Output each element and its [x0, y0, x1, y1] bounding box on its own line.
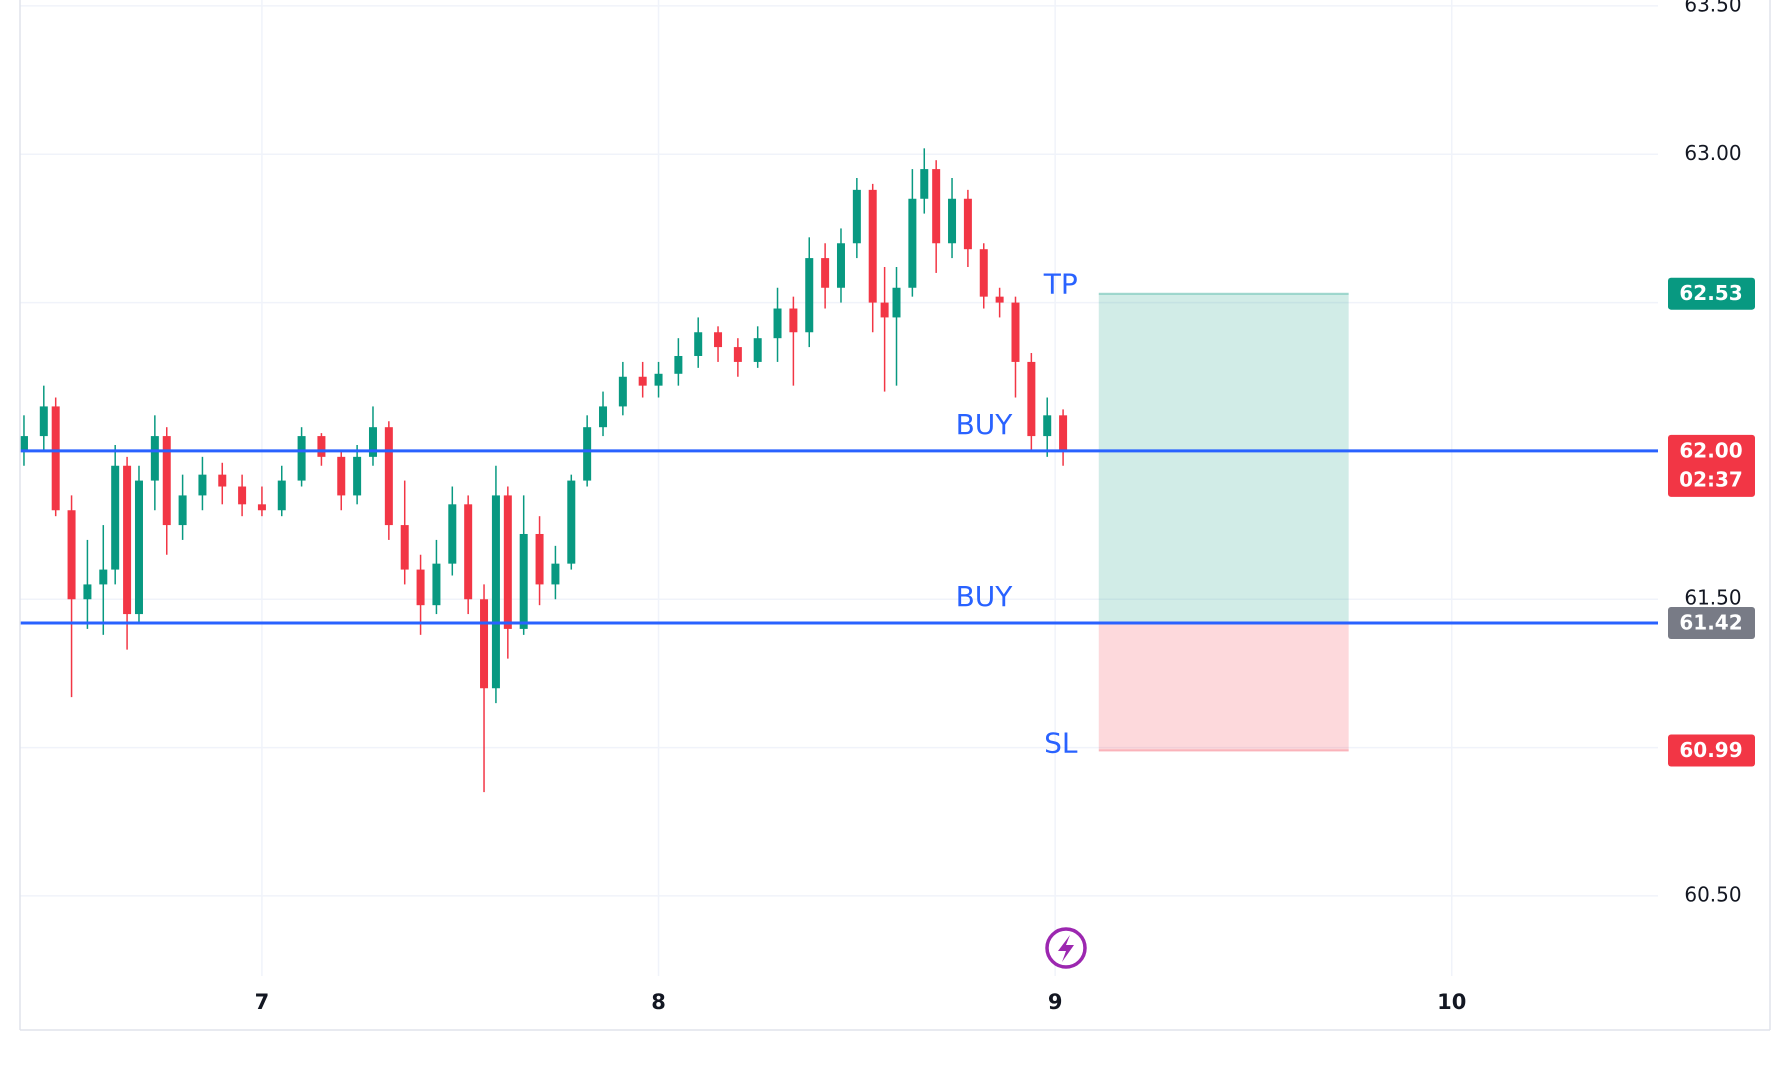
candle-body — [674, 355, 683, 374]
candle-body — [198, 474, 207, 496]
candle-body — [567, 480, 576, 564]
overlay: TP SL BUY BUY — [20, 268, 1658, 760]
candle-body — [317, 436, 326, 457]
candle-body — [805, 258, 814, 333]
price-tag-label: 60.99 — [1679, 738, 1742, 762]
candle-body — [297, 436, 306, 481]
y-tick-label: 60.50 — [1684, 882, 1741, 906]
candle-body — [353, 456, 362, 496]
candle-body — [337, 456, 346, 496]
price-tag-label: 62.00 — [1679, 438, 1742, 462]
candle-body — [111, 465, 120, 570]
candle-body — [920, 169, 929, 199]
y-tick-label: 63.00 — [1684, 141, 1741, 165]
candle-body — [384, 427, 393, 526]
candle-body — [535, 533, 544, 585]
candle-body — [618, 376, 627, 407]
x-tick-label: 10 — [1437, 990, 1466, 1014]
level-label: BUY — [956, 408, 1014, 441]
candle-body — [99, 569, 108, 585]
candle-body — [551, 563, 560, 585]
candle-body — [963, 198, 972, 250]
candle-body — [416, 569, 425, 606]
candle-body — [51, 406, 60, 511]
candle-body — [464, 504, 473, 600]
candle-body — [1027, 361, 1036, 437]
y-tick-label: 63.50 — [1684, 0, 1741, 16]
candle-body — [654, 373, 663, 386]
y-tick-label: 61.50 — [1684, 586, 1741, 610]
candle-body — [979, 249, 988, 297]
candle-body — [599, 406, 608, 428]
price-tag-countdown: 02:37 — [1679, 467, 1743, 491]
candle-body — [491, 495, 500, 689]
candle-body — [932, 169, 941, 244]
candle-body — [83, 584, 92, 600]
loss-zone — [1098, 622, 1349, 751]
candle-body — [238, 486, 247, 505]
candle-body — [123, 465, 132, 615]
sl-label: SL — [1044, 727, 1078, 760]
event-icon[interactable] — [1045, 927, 1087, 969]
candle-body — [218, 474, 227, 487]
candle-body — [257, 504, 266, 511]
candle-body — [277, 480, 286, 511]
x-tick-label: 9 — [1048, 990, 1063, 1014]
candle-body — [519, 533, 528, 629]
candle-body — [448, 504, 457, 564]
candle-body — [400, 525, 409, 570]
candle-body — [432, 563, 441, 606]
price-tag — [1668, 734, 1755, 767]
candle-body — [19, 436, 28, 451]
profit-zone — [1098, 293, 1349, 623]
candle-body — [733, 347, 742, 362]
candle-body — [852, 189, 861, 244]
candle-body — [134, 480, 143, 615]
x-tick-label: 7 — [255, 990, 270, 1014]
candle-body — [480, 599, 489, 689]
candle-body — [162, 436, 171, 526]
candle-body — [995, 296, 1004, 303]
candle-body — [67, 510, 76, 600]
candle-body — [773, 308, 782, 339]
candle-body — [821, 258, 830, 288]
candle-body — [368, 427, 377, 457]
grid — [20, 0, 1658, 976]
price-tag-label: 62.53 — [1679, 281, 1742, 305]
candle-body — [948, 198, 957, 244]
candle-body — [836, 243, 845, 288]
candle-body — [1043, 415, 1052, 437]
price-tag — [1668, 606, 1755, 639]
candle-body — [39, 406, 48, 437]
candle-body — [892, 287, 901, 318]
candle-body — [583, 427, 592, 481]
price-axis: 60.5061.0061.5062.0062.5063.0063.5078910… — [255, 0, 1755, 1014]
price-tag-label: 61.42 — [1679, 610, 1742, 634]
plot-area — [19, 148, 1349, 793]
candle-body — [1011, 302, 1020, 362]
candle-body — [178, 495, 187, 526]
candle-body — [908, 198, 917, 288]
candle-body — [714, 332, 723, 348]
candle-body — [880, 302, 889, 318]
candle-body — [150, 436, 159, 481]
price-tag — [1668, 434, 1755, 497]
candle-body — [638, 376, 647, 386]
candle-body — [789, 308, 798, 333]
candle-body — [1059, 415, 1068, 451]
candle-body — [694, 332, 703, 356]
level-label: BUY — [956, 580, 1014, 613]
price-tag — [1668, 277, 1755, 310]
candle-body — [503, 495, 512, 629]
candle-body — [753, 338, 762, 362]
candle-body — [868, 189, 877, 303]
tp-label: TP — [1043, 268, 1078, 301]
x-tick-label: 8 — [651, 990, 666, 1014]
